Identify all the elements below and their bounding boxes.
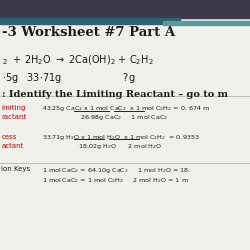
Text: $_2$  + 2H$_2$O $\rightarrow$ 2Ca(OH)$_2$ + C$_2$H$_2$: $_2$ + 2H$_2$O $\rightarrow$ 2Ca(OH)$_2$… — [2, 54, 154, 67]
Text: -3 Worksheet #7 Part A: -3 Worksheet #7 Part A — [2, 26, 176, 39]
Text: 43.25g CaC$_2$ x 1 mol CaC$_2$  x 1 mol C$_2$H$_2$ = 0. 674 m: 43.25g CaC$_2$ x 1 mol CaC$_2$ x 1 mol C… — [42, 104, 210, 113]
Text: ion Keys: ion Keys — [1, 166, 30, 172]
Text: : Identify the Limiting Reactant – go to m: : Identify the Limiting Reactant – go to… — [2, 90, 228, 99]
Text: cess: cess — [1, 134, 16, 140]
Text: 33.71g H$_2$O x 1 mol H$_2$O  x 1 mol C$_2$H$_2$  = 0.9353: 33.71g H$_2$O x 1 mol H$_2$O x 1 mol C$_… — [42, 132, 200, 141]
Text: 18.02g H$_2$O      2 mol H$_2$O: 18.02g H$_2$O 2 mol H$_2$O — [42, 142, 163, 151]
Bar — [162, 21, 250, 25]
Text: 26.98g CaC$_2$     1 mol CaC$_2$: 26.98g CaC$_2$ 1 mol CaC$_2$ — [42, 113, 168, 122]
Bar — [0, 0, 250, 18]
Text: 1 mol CaC$_2$ = 1 mol C$_2$H$_2$     2 mol H$_2$O = 1 m: 1 mol CaC$_2$ = 1 mol C$_2$H$_2$ 2 mol H… — [42, 176, 189, 185]
Text: actant: actant — [1, 142, 24, 148]
Text: ractant: ractant — [1, 114, 26, 120]
Bar — [0, 18, 180, 24]
Text: 1 mol CaC$_2$ = 64.10g CaC$_2$     1 mol H$_2$O = 18.: 1 mol CaC$_2$ = 64.10g CaC$_2$ 1 mol H$_… — [42, 166, 192, 175]
Text: $\cdot$5g   33$\cdot$71g                    ?g: $\cdot$5g 33$\cdot$71g ?g — [2, 71, 136, 85]
Text: imiting: imiting — [1, 105, 26, 111]
